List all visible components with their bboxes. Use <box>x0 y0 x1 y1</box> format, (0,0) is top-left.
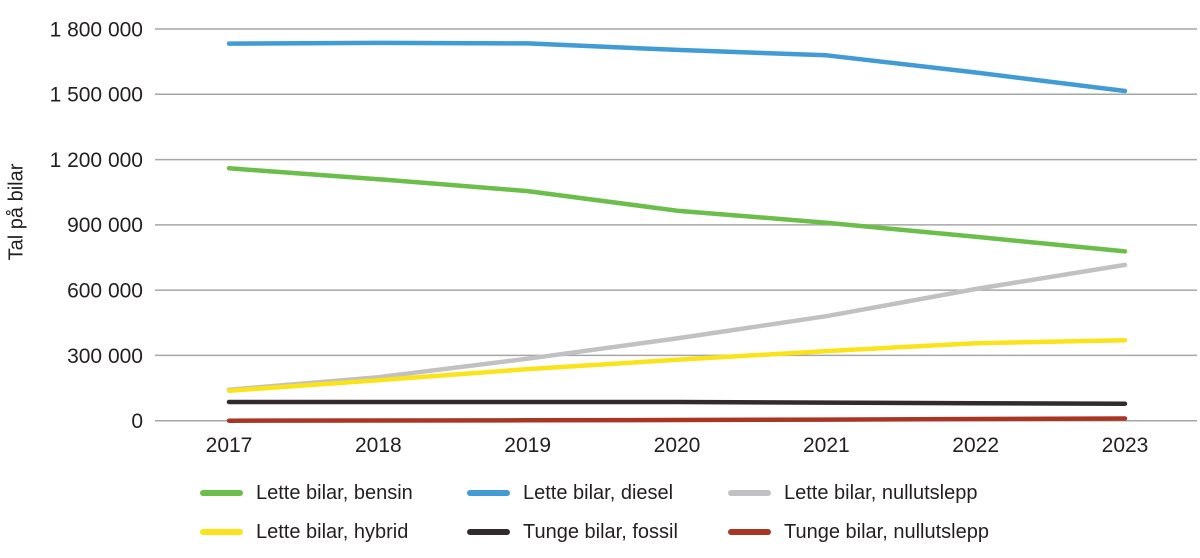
legend-label: Lette bilar, diesel <box>523 481 674 504</box>
y-axis-tick-label: 300 000 <box>67 345 143 368</box>
legend-item-lette-nullutslepp: Lette bilar, nullutslepp <box>728 480 989 506</box>
legend-item-lette-hybrid: Lette bilar, hybrid <box>200 519 467 545</box>
chart-legend: Lette bilar, bensin Lette bilar, diesel … <box>200 480 989 545</box>
y-axis-tick-label: 900 000 <box>67 214 143 237</box>
legend-label: Lette bilar, bensin <box>256 481 413 504</box>
series-line-5 <box>226 416 1128 423</box>
y-axis-tick-label: 1 500 000 <box>50 84 143 107</box>
legend-label: Lette bilar, hybrid <box>256 520 409 543</box>
series-line-1 <box>226 40 1128 94</box>
legend-label: Tunge bilar, fossil <box>523 520 678 543</box>
series-line-3 <box>226 337 1128 393</box>
legend-item-tunge-nullutslepp: Tunge bilar, nullutslepp <box>728 519 989 545</box>
legend-swatch-gray-line-icon <box>728 490 771 496</box>
legend-swatch-blue-line-icon <box>467 490 510 496</box>
series-line-4 <box>226 399 1128 406</box>
y-axis-title: Tal på bilar <box>5 163 28 261</box>
x-axis-tick-label: 2021 <box>803 434 850 457</box>
series-line-2 <box>226 262 1128 393</box>
legend-label: Lette bilar, nullutslepp <box>784 481 978 504</box>
legend-swatch-black-line-icon <box>467 529 510 535</box>
x-axis-tick-label: 2020 <box>654 434 701 457</box>
x-axis-tick-label: 2019 <box>504 434 551 457</box>
legend-item-lette-diesel: Lette bilar, diesel <box>467 480 728 506</box>
legend-swatch-red-line-icon <box>728 529 771 535</box>
legend-label: Tunge bilar, nullutslepp <box>784 520 989 543</box>
series-line-0 <box>226 166 1128 254</box>
legend-item-lette-bensin: Lette bilar, bensin <box>200 480 467 506</box>
y-axis-tick-label: 600 000 <box>67 279 143 302</box>
y-axis-tick-label: 1 800 000 <box>50 18 143 41</box>
legend-swatch-yellow-line-icon <box>200 529 243 535</box>
x-axis-tick-label: 2018 <box>355 434 402 457</box>
y-axis-tick-label: 1 200 000 <box>50 149 143 172</box>
legend-swatch-green-line-icon <box>200 490 243 496</box>
y-axis-tick-label: 0 <box>131 410 143 433</box>
x-axis-tick-label: 2022 <box>952 434 999 457</box>
x-axis-tick-label: 2023 <box>1102 434 1149 457</box>
x-axis-tick-label: 2017 <box>206 434 253 457</box>
legend-item-tunge-fossil: Tunge bilar, fossil <box>467 519 728 545</box>
